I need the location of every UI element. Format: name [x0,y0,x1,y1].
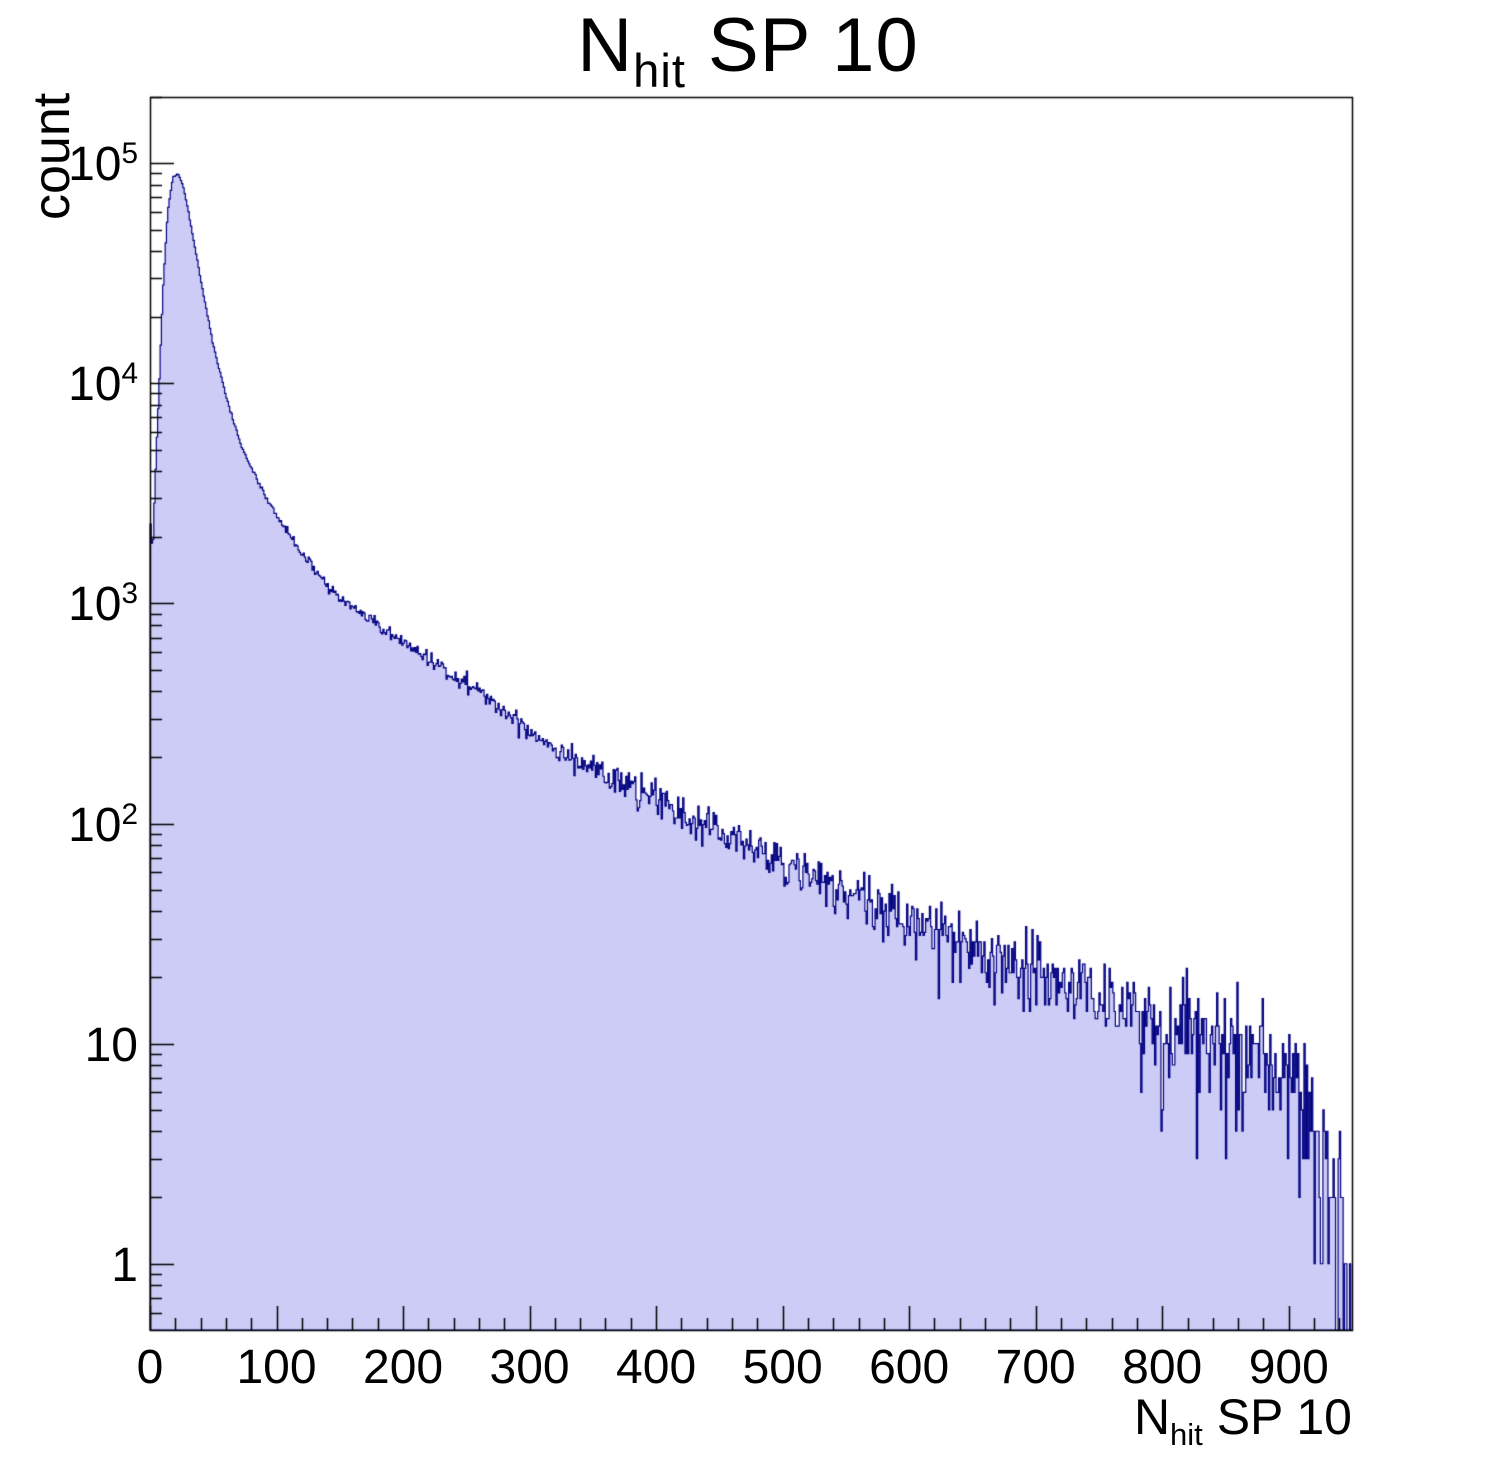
x-tick-label: 0 [136,1341,164,1394]
y-tick-label: 10 [84,1018,138,1072]
x-tick-label: 300 [489,1341,570,1394]
x-tick-label: 900 [1248,1341,1329,1394]
y-tick-label: 104 [68,357,138,412]
x-axis-label-prefix: N [1133,1389,1171,1445]
x-tick-label: 200 [363,1341,444,1394]
x-axis-label-suffix: SP 10 [1202,1389,1352,1445]
x-tick-label: 400 [616,1341,697,1394]
x-tick-label: 500 [742,1341,823,1394]
y-tick-label: 1 [111,1238,138,1292]
x-axis-label-subscript: hit [1170,1417,1203,1452]
chart-title-suffix: SP 10 [685,3,919,88]
x-tick-label: 100 [236,1341,317,1394]
x-tick-label: 700 [995,1341,1076,1394]
x-tick-label: 800 [1122,1341,1203,1394]
y-tick-label: 105 [68,137,138,192]
y-tick-label: 102 [68,797,138,852]
x-axis-label: Nhit SP 10 [1133,1388,1352,1450]
chart-title: Nhit SP 10 [577,2,919,94]
x-tick-label: 600 [869,1341,950,1394]
chart-title-prefix: N [577,3,634,88]
y-tick-label: 103 [68,577,138,632]
chart-title-subscript: hit [633,44,686,98]
